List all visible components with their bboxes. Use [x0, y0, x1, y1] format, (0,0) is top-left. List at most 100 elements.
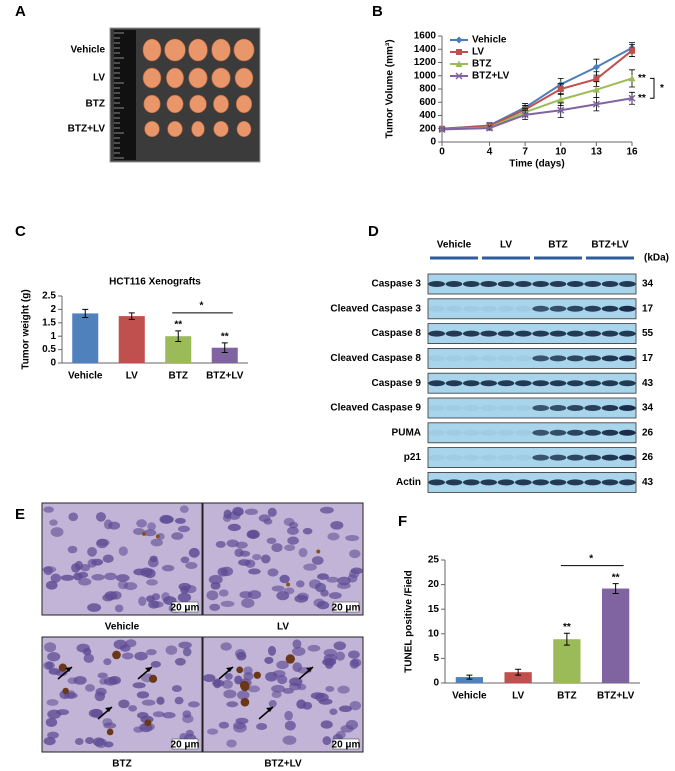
nucleus [104, 591, 118, 601]
legend-marker [456, 49, 462, 55]
row-label: BTZ+LV [68, 124, 106, 135]
band [532, 479, 549, 486]
nucleus [104, 572, 117, 581]
nucleus [115, 574, 130, 582]
nucleus [177, 592, 192, 603]
nucleus [294, 594, 309, 603]
blot-strip [427, 347, 637, 369]
band [428, 429, 445, 436]
tumor [213, 94, 229, 114]
y-tick-label: 1600 [414, 31, 437, 42]
nucleus [118, 699, 130, 709]
band [463, 479, 480, 486]
tumor [189, 94, 207, 114]
nucleus [136, 519, 147, 528]
nucleus [108, 521, 121, 530]
nucleus [132, 682, 146, 689]
tumor [188, 67, 208, 89]
series-line [441, 97, 633, 131]
band [619, 305, 636, 312]
nucleus [320, 589, 329, 597]
nucleus [345, 534, 360, 542]
nucleus [326, 576, 340, 583]
nucleus [88, 708, 103, 718]
nucleus [152, 711, 165, 718]
nucleus [298, 547, 308, 558]
image-label: Vehicle [105, 622, 140, 633]
x-tick-label: BTZ+LV [206, 371, 244, 382]
blot-strip [427, 298, 637, 320]
band [567, 281, 584, 287]
nucleus [188, 547, 200, 558]
band [515, 405, 532, 411]
nucleus [160, 515, 174, 524]
nucleus [350, 658, 362, 667]
nucleus [133, 527, 145, 535]
band [549, 355, 567, 362]
nucleus [178, 641, 192, 649]
nucleus [330, 520, 344, 530]
band [619, 429, 636, 436]
nucleus [218, 721, 230, 729]
nucleus [87, 603, 102, 612]
nucleus [282, 735, 297, 745]
bar [553, 639, 581, 683]
nucleus [43, 506, 54, 513]
nucleus [268, 699, 277, 708]
nucleus [297, 683, 307, 691]
band [497, 405, 515, 411]
band [497, 380, 515, 387]
y-tick-label: 1400 [414, 44, 437, 55]
nucleus [233, 721, 246, 730]
nucleus [323, 648, 337, 657]
nucleus [92, 737, 105, 747]
y-tick-label: 0.5 [42, 344, 56, 355]
band [549, 429, 567, 436]
scale-label: 20 μm [171, 740, 200, 751]
band [428, 380, 445, 387]
apoptotic-cell [240, 697, 250, 707]
nucleus [319, 506, 334, 514]
blot-strip [427, 372, 637, 394]
y-tick-label: 0 [433, 678, 439, 689]
annotation: ** [563, 622, 571, 633]
row-label: Caspase 8 [372, 328, 422, 339]
nucleus [118, 546, 128, 556]
error-bar [221, 342, 228, 354]
nucleus [322, 658, 336, 667]
scale-box [332, 601, 360, 613]
nucleus [87, 546, 97, 557]
band [601, 479, 619, 486]
band [584, 454, 601, 461]
tumor [235, 94, 253, 114]
nucleus [337, 576, 351, 586]
scale-label: 20 μm [332, 740, 361, 751]
y-tick-label: 200 [419, 123, 436, 134]
nucleus [226, 701, 239, 708]
y-tick-label: 10 [428, 628, 440, 639]
nucleus [338, 705, 353, 713]
nucleus [266, 537, 277, 544]
kda-label: 43 [642, 378, 654, 389]
legend-marker [455, 72, 463, 80]
nucleus [180, 556, 190, 564]
arrow-head [226, 667, 233, 672]
y-tick-label: 2 [50, 304, 56, 315]
nucleus [147, 522, 156, 531]
apoptotic-cell [62, 687, 69, 695]
row-label: BTZ [86, 99, 105, 110]
nucleus [218, 589, 229, 597]
nucleus [134, 651, 148, 661]
row-label: Vehicle [71, 45, 106, 56]
marker [557, 96, 565, 103]
band [584, 281, 601, 287]
nucleus [235, 541, 248, 549]
nucleus [292, 639, 302, 649]
x-tick-label: BTZ+LV [597, 691, 635, 702]
panel-letter: F [398, 513, 407, 530]
apoptotic-cell [236, 666, 244, 674]
band [567, 479, 584, 486]
blot-strip [427, 422, 637, 444]
panel-letter: A [15, 3, 26, 20]
